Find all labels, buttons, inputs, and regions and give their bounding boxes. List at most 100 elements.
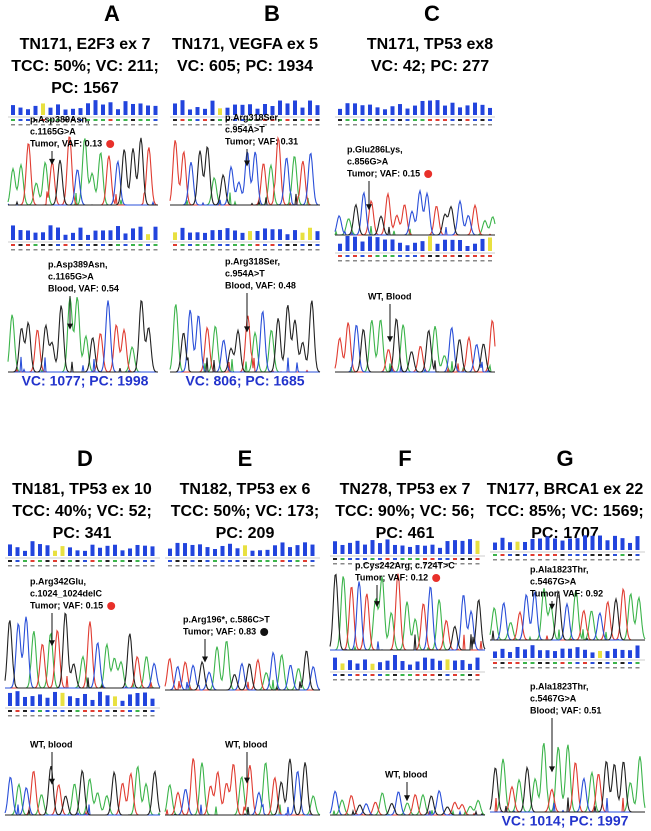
quality-bar <box>71 108 75 115</box>
quality-bar <box>93 100 98 115</box>
quality-bar <box>285 234 290 240</box>
quality-bar <box>190 544 195 556</box>
position-mark <box>235 565 240 567</box>
panel-title: PC: 1567 <box>51 80 119 97</box>
quality-bar <box>473 243 477 251</box>
quality-bar <box>363 659 367 670</box>
base-mark <box>213 560 217 562</box>
base-mark <box>203 119 207 121</box>
quality-bar <box>78 108 83 115</box>
base-mark <box>131 119 135 121</box>
annotation: WT, blood <box>385 769 428 779</box>
position-mark <box>248 124 252 126</box>
base-mark <box>98 710 102 712</box>
quality-bar <box>353 103 357 115</box>
quality-bar <box>375 107 380 115</box>
quality-bar <box>560 648 565 658</box>
quality-bar <box>560 540 565 550</box>
position-mark <box>333 679 337 681</box>
base-mark <box>265 560 270 562</box>
base-mark <box>575 662 580 664</box>
base-mark <box>530 662 535 664</box>
base-mark <box>23 710 27 712</box>
sequence-strip <box>335 236 495 262</box>
quality-bar <box>370 540 375 554</box>
base-mark <box>568 662 572 664</box>
position-mark <box>218 124 222 126</box>
base-mark <box>83 710 87 712</box>
base-mark <box>538 554 542 556</box>
position-mark <box>18 249 23 251</box>
sequence-strip <box>8 100 158 126</box>
base-mark <box>41 119 45 121</box>
trace <box>5 765 161 816</box>
quality-bar <box>435 243 440 251</box>
base-mark <box>8 560 12 562</box>
position-mark <box>523 559 527 561</box>
quality-bar <box>628 542 632 550</box>
sequence-strip <box>330 655 485 681</box>
annotation: p.Arg318Ser, <box>225 112 280 122</box>
base-mark <box>146 119 150 121</box>
quality-bar <box>116 109 120 115</box>
quality-bar <box>430 544 435 554</box>
quality-bar <box>450 102 455 115</box>
quality-bar <box>390 106 395 115</box>
quality-bar <box>590 652 595 658</box>
quality-bar <box>360 105 365 115</box>
base-mark <box>488 119 492 121</box>
arrow-head <box>244 326 250 333</box>
quality-bar <box>378 662 382 670</box>
quality-bar <box>583 535 587 550</box>
quality-bar <box>26 109 30 115</box>
base-mark <box>620 662 625 664</box>
base-mark <box>123 244 128 246</box>
quality-bar <box>56 227 60 240</box>
position-mark <box>225 124 230 126</box>
position-mark <box>620 667 625 669</box>
quality-bar <box>123 101 128 115</box>
base-mark <box>443 255 447 257</box>
trace <box>335 203 495 236</box>
base-mark <box>413 119 417 121</box>
base-mark <box>240 119 245 121</box>
quality-bar <box>315 231 320 240</box>
position-mark <box>428 260 432 262</box>
position-mark <box>153 124 158 126</box>
base-mark <box>315 244 320 246</box>
base-mark <box>218 119 222 121</box>
base-mark <box>93 244 98 246</box>
annotation: Tumor; VAF: 0.15 <box>30 600 103 610</box>
base-mark <box>598 554 602 556</box>
quality-bar <box>405 108 410 115</box>
position-mark <box>583 559 587 561</box>
quality-bar <box>41 232 45 240</box>
position-mark <box>203 249 207 251</box>
base-mark <box>205 560 210 562</box>
quality-bar <box>188 109 192 115</box>
position-mark <box>560 559 565 561</box>
base-mark <box>75 710 80 712</box>
quality-bar <box>278 100 282 115</box>
quality-bar <box>33 232 38 240</box>
base-mark <box>370 558 375 560</box>
base-mark <box>225 119 230 121</box>
quality-bar <box>233 104 237 115</box>
base-mark <box>493 554 497 556</box>
base-mark <box>475 674 480 676</box>
quality-bar <box>355 663 360 670</box>
base-mark <box>613 662 617 664</box>
base-mark <box>108 244 113 246</box>
position-mark <box>628 667 632 669</box>
quality-bar <box>180 227 185 240</box>
trace <box>335 318 495 373</box>
quality-bar <box>86 103 90 115</box>
sequence-strip <box>5 541 160 567</box>
base-mark <box>493 662 497 664</box>
annotation: c.856G>A <box>347 156 389 166</box>
arrow-head <box>49 778 55 785</box>
quality-bar <box>168 548 172 556</box>
position-mark <box>538 559 542 561</box>
quality-bar <box>468 539 472 554</box>
position-mark <box>635 667 640 669</box>
